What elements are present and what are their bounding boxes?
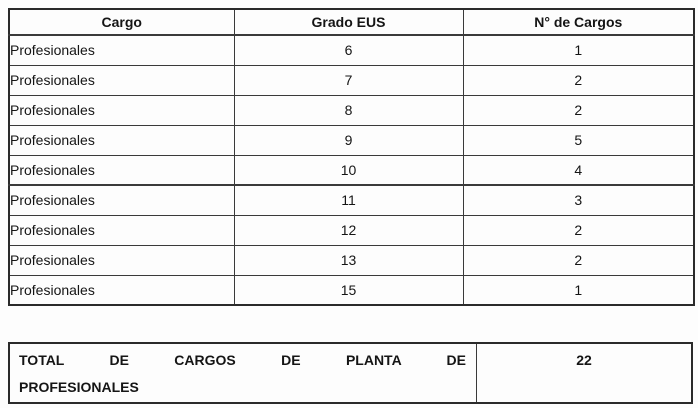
total-label-line2: PROFESIONALES — [19, 379, 139, 395]
cell-grado: 15 — [233, 274, 464, 306]
cell-grado: 13 — [233, 244, 464, 276]
cell-grado: 9 — [233, 124, 464, 156]
cell-grado: 6 — [233, 34, 464, 66]
cell-num: 1 — [462, 274, 695, 306]
cell-cargo: Profesionales — [8, 274, 235, 306]
cell-num: 4 — [462, 154, 695, 186]
column-header-cargo: Cargo — [8, 8, 235, 36]
cell-num: 2 — [462, 94, 695, 126]
cell-num: 2 — [462, 214, 695, 246]
cell-cargo: Profesionales — [8, 154, 235, 186]
cell-cargo: Profesionales — [8, 34, 235, 66]
cell-num: 1 — [462, 34, 695, 66]
column-header-num-cargos: N° de Cargos — [462, 8, 695, 36]
cell-grado: 11 — [233, 184, 464, 216]
total-table: TOTAL DE CARGOS DE PLANTA DE PROFESIONAL… — [8, 342, 693, 404]
table-row: Profesionales 7 2 — [8, 64, 695, 96]
cell-cargo: Profesionales — [8, 214, 235, 246]
total-row: TOTAL DE CARGOS DE PLANTA DE PROFESIONAL… — [8, 342, 693, 404]
total-value: 22 — [476, 342, 693, 404]
cell-grado: 12 — [233, 214, 464, 246]
cell-num: 3 — [462, 184, 695, 216]
cell-grado: 8 — [233, 94, 464, 126]
table-row: Profesionales 8 2 — [8, 94, 695, 126]
cell-num: 5 — [462, 124, 695, 156]
cell-grado: 10 — [233, 154, 464, 186]
cell-grado: 7 — [233, 64, 464, 96]
cell-cargo: Profesionales — [8, 244, 235, 276]
total-label-line1: TOTAL DE CARGOS DE PLANTA DE — [19, 352, 466, 368]
cell-cargo: Profesionales — [8, 124, 235, 156]
table-row: Profesionales 6 1 — [8, 34, 695, 66]
cargos-table: Cargo Grado EUS N° de Cargos Profesional… — [8, 8, 695, 306]
table-row: Profesionales 10 4 — [8, 154, 695, 186]
cell-cargo: Profesionales — [8, 94, 235, 126]
cell-cargo: Profesionales — [8, 184, 235, 216]
cell-num: 2 — [462, 64, 695, 96]
cell-num: 2 — [462, 244, 695, 276]
column-header-grado-eus: Grado EUS — [233, 8, 464, 36]
table-row: Profesionales 12 2 — [8, 214, 695, 246]
table-row: Profesionales 15 1 — [8, 274, 695, 306]
table-row: Profesionales 9 5 — [8, 124, 695, 156]
total-label-cell: TOTAL DE CARGOS DE PLANTA DE PROFESIONAL… — [8, 342, 477, 404]
header-row: Cargo Grado EUS N° de Cargos — [8, 8, 695, 36]
cell-cargo: Profesionales — [8, 64, 235, 96]
table-row: Profesionales 13 2 — [8, 244, 695, 276]
table-row: Profesionales 11 3 — [8, 184, 695, 216]
